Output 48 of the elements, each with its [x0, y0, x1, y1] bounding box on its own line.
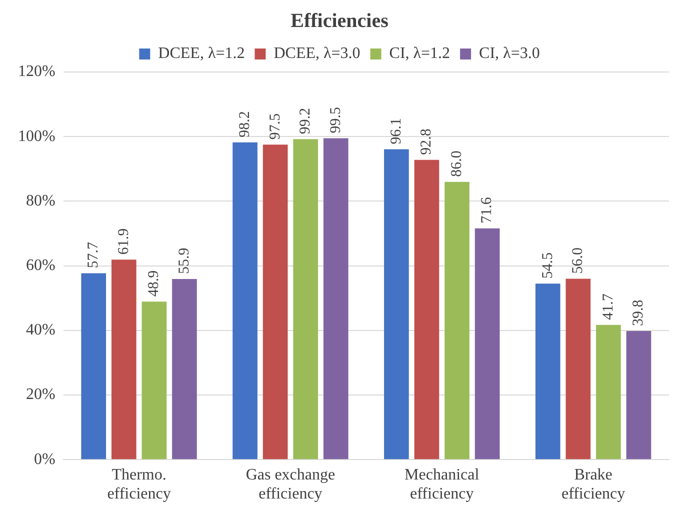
legend-label: CI, λ=3.0	[479, 45, 540, 62]
data-label: 99.2	[298, 108, 314, 134]
data-label: 41.7	[600, 293, 616, 320]
data-label: 98.2	[236, 111, 253, 138]
legend-label: CI, λ=1.2	[389, 45, 450, 62]
data-label: 71.6	[479, 196, 496, 224]
data-label: 39.8	[630, 300, 647, 326]
y-tick-label: 80%	[26, 192, 56, 210]
data-label: 57.7	[86, 241, 102, 268]
bar	[142, 302, 167, 460]
bar	[474, 228, 500, 460]
y-tick-label: 20%	[26, 386, 56, 404]
data-label: 54.5	[540, 252, 556, 279]
bar	[111, 260, 136, 460]
y-tick-label: 100%	[18, 128, 56, 145]
y-tick-label: 60%	[26, 257, 56, 274]
data-label: 92.8	[418, 128, 435, 155]
legend-label: DCEE, λ=3.0	[274, 45, 360, 62]
bar	[262, 144, 288, 460]
bar	[444, 182, 470, 460]
bar	[384, 149, 409, 460]
bar	[414, 160, 440, 460]
data-label: 61.9	[116, 228, 132, 255]
x-tick-label: Brake efficiency	[561, 466, 626, 503]
data-label: 56.0	[570, 247, 586, 274]
bar	[535, 284, 560, 460]
data-label: 96.1	[388, 118, 404, 144]
bar	[172, 279, 197, 460]
data-label: 86.0	[448, 150, 465, 177]
legend-label: DCEE, λ=1.2	[158, 45, 245, 62]
x-tick-label: Gas exchange efficiency	[246, 466, 336, 503]
x-tick-label: Mechanical efficiency	[404, 466, 480, 503]
data-label: 99.5	[328, 106, 344, 134]
bar	[323, 138, 348, 460]
data-label: 48.9	[146, 270, 162, 297]
data-label: 97.5	[267, 113, 284, 140]
chart-title: Efficiencies	[290, 10, 389, 32]
data-label: 55.9	[176, 248, 192, 274]
bar	[81, 273, 106, 460]
bar	[232, 142, 258, 460]
bar	[596, 324, 621, 460]
y-tick-label: 40%	[26, 322, 56, 339]
bar	[626, 331, 652, 460]
bar	[293, 139, 318, 460]
x-tick-label: Thermo. efficiency	[107, 466, 171, 503]
y-tick-label: 120%	[18, 63, 56, 80]
y-tick-label: 0%	[34, 450, 56, 468]
bar	[566, 278, 591, 460]
